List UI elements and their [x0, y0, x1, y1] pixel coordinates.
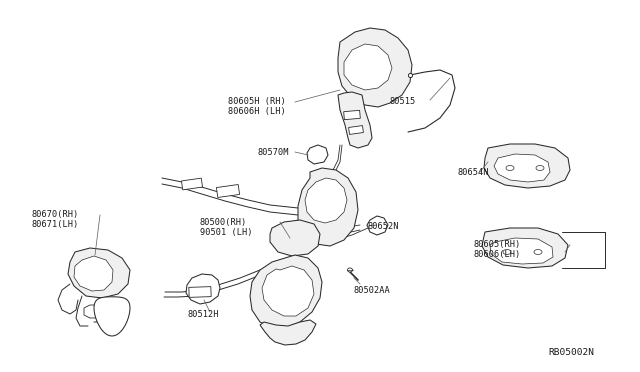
Text: 80606(LH): 80606(LH) — [474, 250, 521, 259]
Polygon shape — [94, 297, 130, 336]
Polygon shape — [84, 305, 104, 318]
Text: 80670(RH): 80670(RH) — [32, 210, 79, 219]
Text: 80652N: 80652N — [368, 222, 399, 231]
Text: 80654N: 80654N — [458, 168, 490, 177]
Polygon shape — [68, 248, 130, 298]
Polygon shape — [260, 320, 316, 345]
Polygon shape — [298, 168, 358, 246]
Polygon shape — [349, 126, 364, 134]
Ellipse shape — [506, 166, 514, 170]
Text: 80512H: 80512H — [188, 310, 220, 319]
Text: RB05002N: RB05002N — [548, 348, 594, 357]
Text: 80515: 80515 — [390, 97, 416, 106]
Polygon shape — [189, 286, 211, 297]
Text: 80605H (RH): 80605H (RH) — [228, 97, 285, 106]
Text: 80606H (LH): 80606H (LH) — [228, 107, 285, 116]
Text: 80605(RH): 80605(RH) — [474, 240, 521, 249]
Ellipse shape — [348, 268, 353, 272]
Polygon shape — [344, 44, 392, 90]
Ellipse shape — [534, 250, 542, 254]
Polygon shape — [305, 178, 347, 223]
Text: 80671(LH): 80671(LH) — [32, 220, 79, 229]
Polygon shape — [250, 255, 322, 328]
Polygon shape — [338, 28, 412, 107]
Polygon shape — [494, 154, 550, 182]
Polygon shape — [262, 266, 314, 316]
Polygon shape — [270, 220, 320, 256]
Polygon shape — [186, 274, 220, 304]
Polygon shape — [482, 228, 568, 268]
Text: 80570M: 80570M — [258, 148, 289, 157]
Ellipse shape — [503, 250, 511, 254]
Polygon shape — [338, 92, 372, 148]
Polygon shape — [344, 110, 360, 120]
Polygon shape — [484, 144, 570, 188]
Polygon shape — [216, 185, 239, 198]
Text: 80500(RH): 80500(RH) — [200, 218, 247, 227]
Text: 80502AA: 80502AA — [354, 286, 391, 295]
Polygon shape — [307, 145, 328, 164]
Polygon shape — [74, 256, 113, 291]
Polygon shape — [367, 216, 388, 235]
Ellipse shape — [536, 166, 544, 170]
Text: 90501 (LH): 90501 (LH) — [200, 228, 253, 237]
Polygon shape — [490, 238, 553, 264]
Polygon shape — [182, 178, 202, 190]
